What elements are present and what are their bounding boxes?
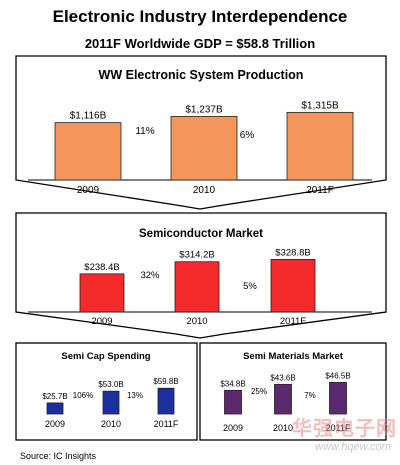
page-subtitle: 2011F Worldwide GDP = $58.8 Trillion xyxy=(84,36,316,51)
bar-materials-2011f xyxy=(329,381,347,415)
growth-label-semicap-1: 106% xyxy=(73,391,93,400)
growth-label-semicap-2: 13% xyxy=(127,391,143,400)
chart-title-semiconductor: Semiconductor Market xyxy=(139,228,263,240)
page-title: Electronic Industry Interdependence xyxy=(52,7,348,26)
x-tick-materials-2010: 2010 xyxy=(273,423,293,433)
watermark-logo-text: 华强电子网 xyxy=(292,416,397,440)
source-note: Source: IC Insights xyxy=(20,451,97,461)
bar-system-2009 xyxy=(54,122,122,181)
value-label-semicap-2011f: $59.8B xyxy=(153,377,178,386)
value-label-system-2009: $1,116B xyxy=(70,111,107,122)
chart-semiconductor-market: Semiconductor Market $238.4B 2009 $314.2B 20… xyxy=(79,228,316,327)
value-label-materials-2009: $34.8B xyxy=(220,379,245,388)
chart-semi-cap-spending: Semi Cap Spending $25.7B 2009 $53.0B 2010 $59… xyxy=(42,351,179,429)
x-tick-semiconductor-2009: 2009 xyxy=(91,316,112,327)
value-label-materials-2010: $43.6B xyxy=(270,373,295,382)
growth-label-materials-1: 25% xyxy=(251,387,267,396)
value-label-semicap-2010: $53.0B xyxy=(98,380,123,389)
growth-label-semiconductor-2: 5% xyxy=(243,281,257,292)
chart-title-system: WW Electronic System Production xyxy=(99,68,304,82)
x-tick-system-2010: 2010 xyxy=(193,185,216,196)
x-tick-semiconductor-2010: 2010 xyxy=(186,316,207,327)
chart-semi-materials-market: Semi Materials Market $34.8B 2009 $43.6B 201… xyxy=(220,351,351,433)
value-label-semiconductor-2010: $314.2B xyxy=(179,250,214,261)
x-tick-semicap-2011f: 2011F xyxy=(154,419,179,429)
bar-semicap-2009 xyxy=(46,402,64,415)
bar-semicap-2010 xyxy=(102,390,120,415)
bar-materials-2009 xyxy=(224,389,242,415)
bar-semicap-2011f xyxy=(157,387,175,415)
value-label-materials-2011f: $46.5B xyxy=(325,371,350,380)
value-label-semicap-2009: $25.7B xyxy=(42,392,67,401)
value-label-system-2010: $1,237B xyxy=(185,104,223,115)
bar-system-2011f xyxy=(286,111,354,181)
x-tick-semicap-2009: 2009 xyxy=(45,419,65,429)
bar-semiconductor-2010 xyxy=(174,261,220,313)
chart-title-materials: Semi Materials Market xyxy=(243,351,344,362)
value-label-semiconductor-2009: $238.4B xyxy=(84,262,119,273)
bar-system-2010 xyxy=(170,115,238,181)
x-tick-semiconductor-2011f: 2011F xyxy=(280,316,306,327)
bar-materials-2010 xyxy=(274,383,292,415)
growth-label-semiconductor-1: 32% xyxy=(140,270,160,281)
x-tick-system-2009: 2009 xyxy=(77,185,100,196)
chart-system-production: WW Electronic System Production $1,116B 20… xyxy=(54,68,354,196)
growth-label-system-2: 6% xyxy=(240,130,255,141)
x-tick-system-2011f: 2011F xyxy=(306,185,334,196)
watermark-url: www.hqew.com xyxy=(315,441,391,453)
bar-semiconductor-2011f xyxy=(270,258,316,313)
value-label-semiconductor-2011f: $328.8B xyxy=(275,247,310,258)
x-tick-materials-2011f: 2011F xyxy=(326,423,351,433)
bar-semiconductor-2009 xyxy=(79,273,125,313)
chart-title-semicap: Semi Cap Spending xyxy=(61,351,150,362)
value-label-system-2011f: $1,315B xyxy=(301,100,339,111)
growth-label-materials-2: 7% xyxy=(304,391,316,400)
growth-label-system-1: 11% xyxy=(135,126,154,137)
x-tick-semicap-2010: 2010 xyxy=(101,419,121,429)
x-tick-materials-2009: 2009 xyxy=(223,423,243,433)
